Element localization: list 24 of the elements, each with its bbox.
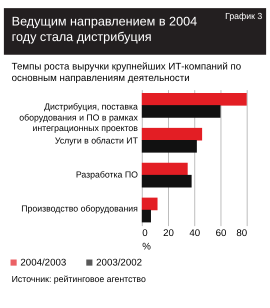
legend-label: 2004/2003	[20, 257, 66, 268]
bar	[142, 210, 151, 222]
y-tick-label: Услуги в области ИТ	[54, 136, 139, 146]
y-tick-label: Разработка ПО	[76, 170, 138, 180]
bar	[142, 92, 247, 106]
x-axis-title: %	[142, 241, 152, 252]
bar	[142, 105, 220, 118]
y-tick-label: Производство оборудования	[21, 204, 138, 214]
x-tick-label: 0	[142, 228, 148, 239]
legend-label: 2003/2002	[96, 257, 142, 268]
bar	[142, 140, 197, 153]
bar	[142, 198, 158, 210]
x-tick-label: 20	[163, 228, 175, 239]
text: График 3	[225, 10, 262, 21]
bar	[142, 128, 202, 140]
text: Источник: рейтинговое агентство	[12, 274, 146, 284]
chart-title: Ведущим направлением в 2004 году стала дистрибуция	[12, 14, 198, 44]
x-tick-label: 60	[216, 228, 227, 239]
x-tick-label: 80	[236, 228, 248, 239]
chart-subtitle: Темпы роста выручки крупнейших ИТ-компаний по основным направлениям деятельности	[12, 61, 242, 84]
y-tick-label: Дистрибуция, поставка оборудования и ПО в рамках интеграционных проектов	[19, 102, 139, 133]
x-tick-label: 40	[189, 228, 201, 239]
bar	[142, 174, 192, 188]
bar	[142, 162, 188, 176]
